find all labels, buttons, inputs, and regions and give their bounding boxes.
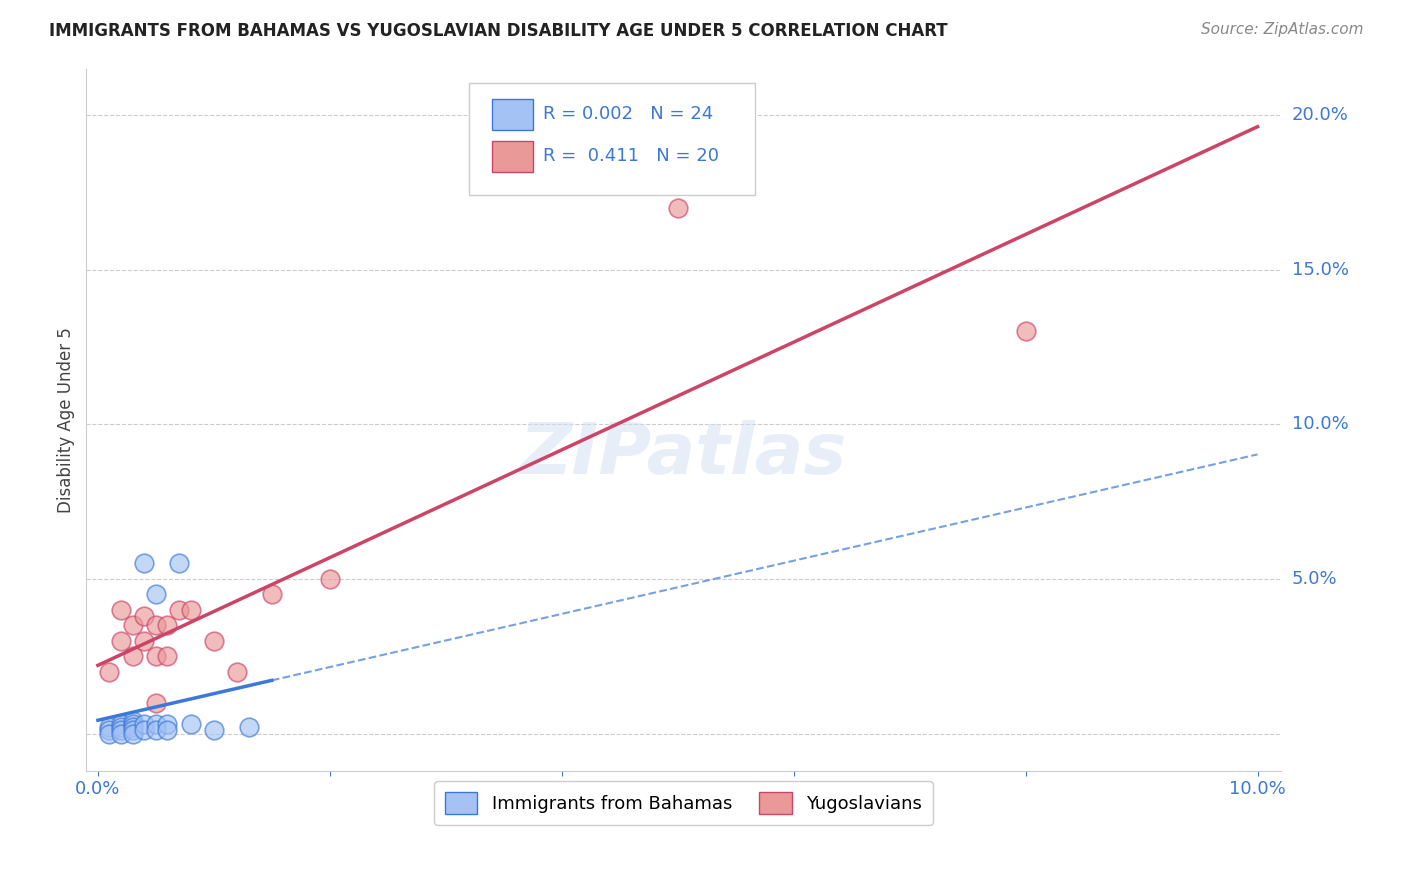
Point	[180, 717, 202, 731]
Point	[134, 717, 156, 731]
Point	[156, 723, 179, 738]
FancyBboxPatch shape	[468, 83, 755, 195]
Point	[121, 717, 143, 731]
Point	[156, 649, 179, 664]
Text: R = 0.002   N = 24: R = 0.002 N = 24	[543, 105, 713, 123]
Point	[110, 603, 132, 617]
Point	[145, 723, 167, 738]
Point	[121, 726, 143, 740]
Text: 15.0%: 15.0%	[1292, 260, 1348, 278]
Point	[145, 717, 167, 731]
Text: IMMIGRANTS FROM BAHAMAS VS YUGOSLAVIAN DISABILITY AGE UNDER 5 CORRELATION CHART: IMMIGRANTS FROM BAHAMAS VS YUGOSLAVIAN D…	[49, 22, 948, 40]
Point	[666, 201, 689, 215]
Text: Source: ZipAtlas.com: Source: ZipAtlas.com	[1201, 22, 1364, 37]
Point	[110, 726, 132, 740]
Point	[110, 720, 132, 734]
Text: 5.0%: 5.0%	[1292, 570, 1337, 588]
Point	[121, 723, 143, 738]
Legend: Immigrants from Bahamas, Yugoslavians: Immigrants from Bahamas, Yugoslavians	[434, 781, 934, 825]
Point	[1014, 325, 1036, 339]
Point	[167, 557, 190, 571]
Point	[98, 723, 121, 738]
Point	[145, 587, 167, 601]
Point	[98, 665, 121, 679]
Point	[110, 717, 132, 731]
Point	[156, 618, 179, 632]
Point	[202, 723, 225, 738]
Point	[202, 633, 225, 648]
Point	[121, 714, 143, 729]
Point	[121, 649, 143, 664]
Point	[156, 717, 179, 731]
Point	[238, 720, 260, 734]
Point	[134, 723, 156, 738]
Point	[98, 726, 121, 740]
Y-axis label: Disability Age Under 5: Disability Age Under 5	[58, 326, 75, 513]
FancyBboxPatch shape	[492, 141, 533, 172]
Point	[110, 723, 132, 738]
Point	[260, 587, 283, 601]
FancyBboxPatch shape	[492, 99, 533, 129]
Point	[121, 618, 143, 632]
Point	[145, 618, 167, 632]
Text: R =  0.411   N = 20: R = 0.411 N = 20	[543, 147, 718, 165]
Text: 10.0%: 10.0%	[1292, 416, 1348, 434]
Point	[319, 572, 342, 586]
Point	[110, 633, 132, 648]
Point	[167, 603, 190, 617]
Point	[145, 696, 167, 710]
Text: 20.0%: 20.0%	[1292, 106, 1348, 124]
Point	[134, 609, 156, 624]
Point	[134, 557, 156, 571]
Point	[98, 720, 121, 734]
Point	[145, 649, 167, 664]
Point	[134, 633, 156, 648]
Text: ZIPatlas: ZIPatlas	[520, 420, 848, 489]
Point	[226, 665, 249, 679]
Point	[180, 603, 202, 617]
Point	[121, 720, 143, 734]
